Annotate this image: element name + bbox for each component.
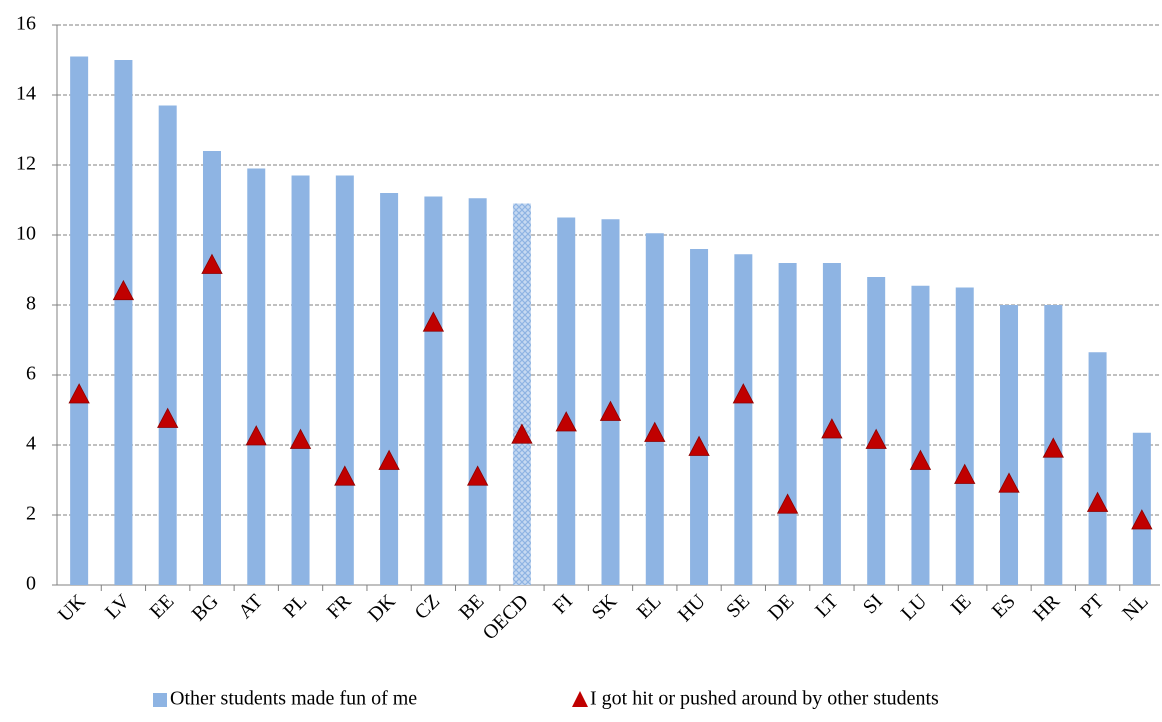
x-tick-label: FI xyxy=(549,590,577,618)
x-tick-label: IE xyxy=(947,590,976,619)
marker xyxy=(201,253,223,274)
x-tick-label: OECD xyxy=(479,590,533,644)
x-tick-label: UK xyxy=(54,590,90,626)
x-tick-label: DE xyxy=(764,590,798,624)
legend-swatch xyxy=(572,691,588,707)
bar xyxy=(690,249,709,585)
bar xyxy=(911,285,930,585)
bar xyxy=(512,203,531,585)
x-tick-label: BG xyxy=(188,590,223,625)
marker xyxy=(776,493,799,514)
y-tick-label: 6 xyxy=(26,363,36,385)
x-tick-label: FR xyxy=(323,590,356,623)
x-tick-label: SK xyxy=(588,590,622,624)
marker xyxy=(599,400,622,421)
marker xyxy=(466,465,489,486)
bar xyxy=(380,193,399,585)
x-tick-label: ES xyxy=(988,590,1020,622)
marker xyxy=(68,383,90,404)
bar xyxy=(114,60,133,585)
x-tick-label: PT xyxy=(1076,590,1108,622)
bar xyxy=(955,287,974,585)
marker xyxy=(954,463,976,484)
marker xyxy=(289,428,312,449)
x-tick-label: DK xyxy=(364,590,400,626)
marker xyxy=(245,425,267,446)
marker xyxy=(998,472,1020,493)
bar xyxy=(247,168,266,585)
legend-label: I got hit or pushed around by other stud… xyxy=(590,688,939,710)
marker xyxy=(334,465,356,486)
x-tick-label: SI xyxy=(859,590,887,618)
bar xyxy=(424,196,443,585)
y-tick-label: 2 xyxy=(26,503,36,525)
bar xyxy=(70,56,89,585)
marker xyxy=(644,421,666,442)
x-tick-label: LV xyxy=(101,590,135,624)
bar xyxy=(335,175,354,585)
legend-swatch xyxy=(153,693,167,707)
y-tick-label: 12 xyxy=(16,153,36,175)
y-tick-label: 8 xyxy=(26,293,36,315)
bar xyxy=(557,217,576,585)
marker xyxy=(511,423,533,444)
x-tick-label: BE xyxy=(455,590,489,624)
bar xyxy=(734,254,753,585)
bar xyxy=(158,105,177,585)
y-tick-label: 4 xyxy=(26,433,36,455)
bar xyxy=(778,263,797,585)
x-tick-label: LU xyxy=(897,590,932,625)
marker xyxy=(157,407,179,428)
marker xyxy=(688,435,710,456)
x-tick-label: AT xyxy=(234,590,267,623)
x-tick-label: CZ xyxy=(411,590,445,624)
marker xyxy=(422,311,445,332)
x-tick-label: EL xyxy=(633,590,666,623)
marker xyxy=(112,279,135,301)
marker xyxy=(909,449,932,470)
x-tick-label: SE xyxy=(722,590,754,622)
y-tick-label: 14 xyxy=(16,83,36,105)
x-tick-label: NL xyxy=(1118,590,1152,624)
bar xyxy=(1000,305,1019,585)
x-tick-label: LT xyxy=(811,590,843,622)
bar xyxy=(291,175,310,585)
x-tick-label: PL xyxy=(279,590,311,622)
marker xyxy=(865,428,887,449)
marker xyxy=(821,418,843,439)
legend-label: Other students made fun of me xyxy=(170,688,417,710)
bar xyxy=(202,151,221,585)
x-tick-label: HR xyxy=(1029,590,1065,626)
marker xyxy=(732,383,755,404)
y-tick-label: 16 xyxy=(16,13,36,35)
x-tick-label: EE xyxy=(146,590,179,623)
marker xyxy=(555,411,577,432)
y-tick-label: 0 xyxy=(26,573,36,595)
bar xyxy=(1088,352,1107,585)
marker xyxy=(378,449,400,470)
bar xyxy=(645,233,664,585)
marker xyxy=(1086,491,1109,512)
y-tick-label: 10 xyxy=(16,223,36,245)
marker xyxy=(1131,509,1153,530)
bar xyxy=(468,198,487,585)
bar xyxy=(1132,432,1151,585)
marker xyxy=(1042,437,1064,458)
x-tick-label: HU xyxy=(674,590,710,626)
